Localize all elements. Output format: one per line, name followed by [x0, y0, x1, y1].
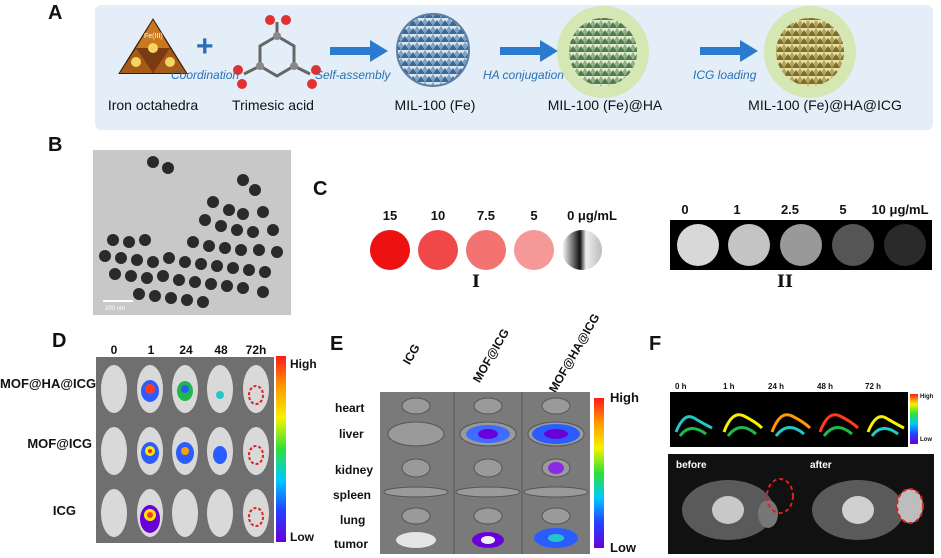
colorbar-low-label: Low: [290, 530, 314, 544]
panel-label-f: F: [649, 333, 662, 355]
panel-label-e: E: [330, 333, 344, 355]
fe-label: Fe(III): [144, 33, 163, 40]
step-self-assembly: Self-assembly: [315, 68, 391, 82]
colorbar-f: [910, 394, 918, 444]
conc-label: 5: [839, 202, 847, 217]
colorbar-low-label: Low: [920, 437, 932, 443]
mri-before-label: before: [676, 460, 707, 471]
label-iron-octahedra: Iron octahedra: [107, 97, 199, 113]
row-label: ICG: [52, 503, 76, 518]
conc-label: 5: [530, 208, 538, 223]
photoacoustic-timeline: [670, 392, 908, 447]
label-trimesic-acid: Trimesic acid: [232, 97, 314, 113]
row-label: MOF@ICG: [27, 436, 92, 451]
mri-after-label: after: [810, 460, 832, 471]
timepoint-label: 24: [179, 343, 193, 357]
timepoint-label: 48: [214, 343, 228, 357]
mil-100-ha-particle: [557, 6, 649, 98]
organ-label: spleen: [333, 488, 372, 502]
phantom-ii-label: II: [777, 272, 793, 292]
plus-sign: +: [196, 30, 214, 63]
iron-octahedra-icon: Fe(III): [118, 18, 188, 74]
ex-vivo-organ-image: [380, 392, 590, 554]
colorbar-high-label: High: [290, 357, 317, 371]
colorbar-low-label: Low: [610, 540, 636, 555]
arrow-icon: [500, 40, 558, 62]
conc-label: 10 μg/mL: [871, 202, 929, 217]
colorbar-high-label: High: [610, 390, 639, 405]
panel-label-c: C: [313, 178, 328, 200]
label-mil-100-ha-icg: MIL-100 (Fe)@HA@ICG: [748, 97, 902, 113]
column-label: MOF@HA@ICG: [546, 311, 603, 395]
step-ha-conjugation: HA conjugation: [483, 68, 564, 82]
conc-label: 7.5: [476, 208, 496, 223]
phantom-i-label: I: [472, 272, 480, 292]
tem-image: 200 nm: [93, 150, 291, 315]
organ-label: heart: [335, 401, 365, 415]
organ-label: lung: [340, 513, 366, 527]
mri-before-after: before after: [668, 454, 934, 554]
conc-label: 10: [430, 208, 446, 223]
conc-label: 0 μg/mL: [567, 208, 617, 223]
conc-label: 0: [681, 202, 689, 217]
label-mil-100-ha: MIL-100 (Fe)@HA: [547, 97, 663, 113]
panel-label-b: B: [48, 134, 63, 156]
step-icg-loading: ICG loading: [693, 68, 757, 82]
arrow-icon: [700, 40, 758, 62]
mil-100-particle: [396, 13, 470, 87]
timepoint-label: 0: [110, 343, 118, 357]
timepoint-label: 72h: [245, 343, 267, 357]
colorbar-d: [276, 356, 286, 542]
mil-100-ha-icg-particle: [764, 6, 856, 98]
timepoint-label: 1 h: [723, 382, 735, 391]
panel-label-a: A: [48, 2, 63, 24]
row-label: MOF@HA@ICG: [0, 376, 97, 391]
trimesic-acid-icon: [233, 15, 321, 89]
timepoint-label: 24 h: [768, 382, 785, 391]
column-label: ICG: [400, 341, 423, 367]
panel-label-d: D: [52, 330, 67, 352]
conc-label: 2.5: [780, 202, 800, 217]
photoacoustic-images: [674, 413, 905, 437]
colorbar-high-label: High: [920, 394, 934, 400]
colorbar-e: [594, 398, 604, 548]
timepoint-label: 1: [147, 343, 155, 357]
tem-scale-bar: 200 nm: [105, 306, 125, 312]
column-label: MOF@ICG: [470, 326, 512, 385]
fluorescence-grid: [96, 357, 274, 543]
label-mil-100: MIL-100 (Fe): [394, 97, 476, 113]
conc-label: 15: [382, 208, 398, 223]
organ-label: tumor: [334, 537, 368, 551]
conc-label: 1: [733, 202, 741, 217]
timepoint-label: 48 h: [817, 382, 834, 391]
timepoint-label: 72 h: [865, 382, 882, 391]
arrow-icon: [330, 40, 388, 62]
step-coordination: Coordination: [171, 68, 240, 82]
mri-phantoms: [670, 220, 932, 270]
timepoint-label: 0 h: [675, 382, 687, 391]
organ-label: kidney: [335, 463, 374, 477]
organ-label: liver: [339, 427, 364, 441]
photoacoustic-phantoms: [370, 230, 602, 270]
